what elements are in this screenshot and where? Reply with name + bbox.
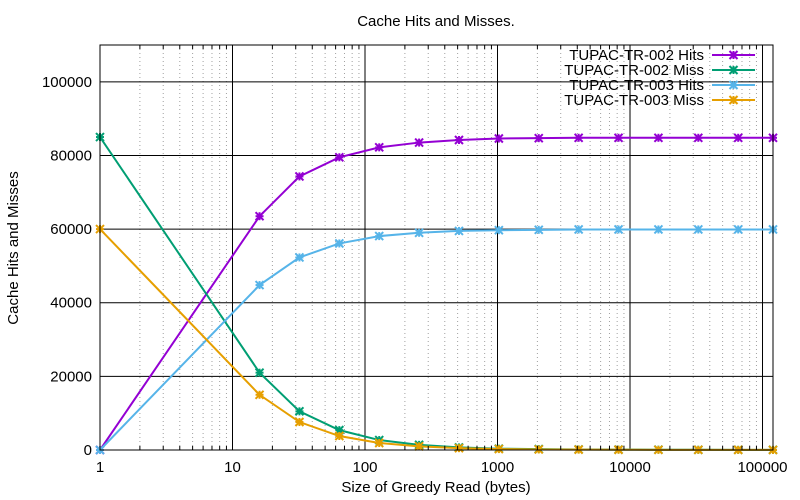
series-line — [99, 136, 773, 451]
data-point — [414, 441, 424, 452]
x-tick-label: 1000 — [481, 459, 514, 476]
data-point — [728, 65, 739, 75]
series-2 — [95, 132, 778, 455]
series-4 — [95, 224, 778, 455]
chart-title: Cache Hits and Misses. — [357, 13, 515, 30]
data-point — [254, 211, 265, 221]
data-point — [334, 431, 345, 441]
data-point — [534, 225, 544, 235]
y-tick-label: 80000 — [50, 147, 92, 164]
data-point — [653, 224, 664, 235]
data-point — [693, 133, 704, 143]
data-point — [374, 231, 384, 241]
legend-label: TUPAC-TR-002 Miss — [564, 62, 704, 79]
data-point — [334, 152, 345, 163]
x-tick-label: 10 — [224, 459, 241, 476]
axis-ticks: 1 10 100 1000 10000 100000 0 20000 40000 60000 800… — [42, 45, 788, 476]
data-point — [653, 133, 664, 143]
data-point — [494, 225, 504, 235]
plot-frame — [99, 44, 774, 451]
data-point — [254, 280, 265, 290]
plot-series — [95, 132, 778, 455]
series-line — [99, 228, 774, 451]
y-tick-label: 40000 — [50, 295, 92, 312]
data-point — [414, 228, 424, 238]
data-point — [294, 406, 305, 417]
data-point — [728, 80, 739, 90]
data-point — [294, 417, 305, 427]
x-tick-label: 1 — [96, 459, 104, 476]
data-point — [454, 135, 464, 145]
data-point — [613, 133, 624, 143]
series-line — [99, 136, 774, 451]
data-point — [693, 224, 704, 235]
data-point — [414, 137, 424, 148]
data-point — [573, 224, 584, 235]
y-tick-label: 20000 — [50, 368, 92, 385]
data-point — [534, 444, 544, 455]
data-point — [454, 443, 464, 453]
x-tick-label: 100000 — [737, 459, 787, 476]
data-point — [728, 95, 739, 105]
legend-label: TUPAC-TR-003 Hits — [569, 77, 704, 94]
data-point — [613, 224, 624, 235]
data-point — [728, 50, 739, 60]
y-axis-title: Cache Hits and Misses — [5, 171, 22, 324]
data-point — [254, 367, 265, 378]
legend-label: TUPAC-TR-003 Miss — [564, 92, 704, 109]
data-point — [534, 133, 544, 143]
data-point — [494, 444, 504, 454]
data-point — [494, 133, 504, 144]
data-point — [334, 238, 345, 249]
data-point — [573, 133, 584, 143]
series-line — [99, 228, 773, 451]
y-tick-label: 100000 — [42, 74, 92, 91]
data-point — [254, 390, 265, 400]
x-axis-title: Size of Greedy Read (bytes) — [341, 479, 530, 496]
series-1 — [95, 133, 778, 455]
data-point — [733, 133, 743, 143]
data-point — [294, 171, 305, 182]
data-point — [454, 226, 464, 236]
y-tick-label: 60000 — [50, 221, 92, 238]
x-tick-label: 10000 — [609, 459, 651, 476]
data-point — [294, 252, 305, 263]
data-point — [374, 438, 384, 448]
x-tick-label: 100 — [352, 459, 377, 476]
data-point — [733, 224, 743, 235]
data-point — [374, 142, 384, 153]
legend-label: TUPAC-TR-002 Hits — [569, 47, 704, 64]
series-3 — [95, 224, 778, 455]
y-tick-label: 0 — [84, 442, 92, 459]
